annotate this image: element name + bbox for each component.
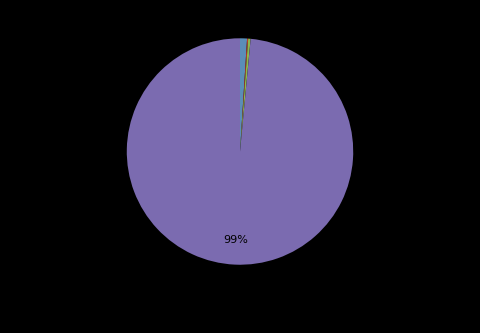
Wedge shape [240, 39, 248, 152]
Wedge shape [127, 38, 353, 265]
Text: 99%: 99% [223, 235, 248, 245]
Wedge shape [240, 38, 247, 152]
Wedge shape [240, 39, 251, 152]
